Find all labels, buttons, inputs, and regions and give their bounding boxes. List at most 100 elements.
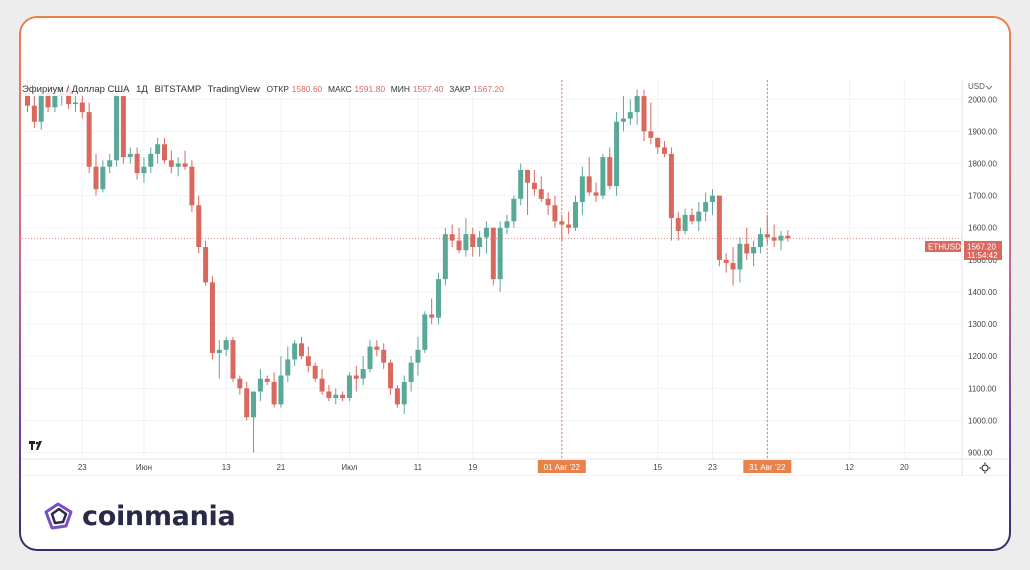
date-marker-badge [743, 460, 792, 473]
candle-body [251, 391, 257, 418]
candle-body [477, 237, 483, 248]
candle-body [415, 349, 421, 363]
currency-dropdown-icon[interactable] [985, 85, 993, 90]
y-tick-label: 1800.00 [968, 160, 997, 169]
candle [312, 362, 318, 382]
candle-body [703, 202, 709, 212]
candle [504, 214, 510, 235]
candle-body [388, 362, 394, 389]
candle-body [175, 163, 181, 167]
candle-body [634, 96, 640, 113]
candle [237, 375, 243, 395]
tradingview-logo[interactable] [29, 441, 42, 450]
price-chart[interactable]: USD 900.00 1000.00 1100.00 1200.00 1300.00 14… [22, 76, 1008, 477]
candle [470, 227, 476, 257]
candle [689, 208, 695, 225]
candle-body [401, 381, 407, 405]
candle [360, 356, 366, 386]
candle-body [689, 214, 695, 222]
x-tick-label: Июл [341, 463, 358, 472]
y-tick-label: 1700.00 [968, 192, 997, 201]
candle [620, 96, 626, 132]
y-tick-label: 1600.00 [968, 224, 997, 233]
candle-body [394, 388, 400, 405]
y-tick-label: 1900.00 [968, 127, 997, 136]
candle [511, 195, 517, 228]
candle-body [326, 391, 332, 398]
candle-body [25, 92, 30, 106]
candle [271, 372, 277, 408]
candle [607, 147, 613, 190]
candle [682, 208, 688, 235]
candle-body [600, 157, 606, 196]
candle-body [614, 121, 620, 186]
candle-body [340, 394, 346, 398]
candle-body [620, 118, 626, 122]
candle-body [579, 176, 585, 203]
candles [25, 76, 791, 453]
candle [785, 230, 791, 242]
candle [223, 336, 229, 357]
date-markers [561, 80, 768, 459]
candle-body [538, 189, 544, 199]
svg-text:Эфириум / Доллар США 1: Эфириум / Доллар США 1Д BITSTAMP Trading… [22, 84, 504, 95]
candle [764, 214, 770, 244]
candle [436, 272, 441, 325]
candle-body [456, 240, 462, 251]
chart-svg[interactable]: USD 900.00 1000.00 1100.00 1200.00 1300.00 14… [22, 76, 1008, 477]
candle [497, 221, 503, 292]
date-marker-badge [537, 460, 586, 473]
settings-gear-icon[interactable] [979, 462, 991, 474]
interval-label: 1Д [136, 84, 148, 95]
candle [675, 211, 681, 241]
candle-body [737, 243, 743, 270]
candle [490, 227, 496, 286]
candle [552, 195, 558, 228]
candle [559, 214, 565, 241]
candle-body [436, 279, 441, 318]
candle-body [264, 378, 270, 382]
candle [346, 372, 352, 402]
candle-body [675, 218, 681, 231]
y-tick-label: 1000.00 [968, 416, 997, 425]
candle-body [696, 211, 702, 222]
candle-body [271, 381, 277, 405]
candle-body [449, 234, 455, 241]
candle-body [333, 394, 339, 398]
candle [586, 157, 592, 196]
x-tick-label: 11 [414, 463, 423, 472]
candle [655, 137, 661, 154]
price-axis[interactable]: USD 900.00 1000.00 1100.00 1200.00 1300.00 14… [961, 80, 997, 476]
candle-body [778, 235, 784, 241]
candle-body [367, 346, 373, 370]
candle [100, 160, 106, 193]
candle [319, 369, 325, 395]
candle-body [785, 235, 791, 239]
candle [662, 141, 668, 158]
candle [257, 369, 263, 402]
candle-body [483, 227, 489, 238]
candle [353, 365, 359, 392]
x-tick-label: 31 Авг '22 [749, 463, 786, 472]
x-tick-label: 21 [276, 463, 285, 472]
x-tick-label: 23 [78, 463, 87, 472]
currency-label[interactable]: USD [968, 82, 985, 91]
candle [326, 385, 332, 402]
candle-body [244, 388, 250, 418]
candle-body [408, 362, 414, 382]
brand-name: coinmania [82, 500, 236, 532]
candle-body [86, 112, 92, 167]
candle-body [292, 343, 298, 360]
candle-body [531, 182, 537, 190]
candle-body [716, 195, 722, 260]
ohlc-value-high: 1591.80 [354, 84, 385, 94]
candle [196, 195, 202, 254]
candle-body [216, 349, 222, 354]
time-axis[interactable]: 23 Июн 13 21 Июл 11 19 01 Авг '22 15 23 31 Авг '22… [22, 458, 1008, 477]
x-tick-label: 01 Авг '22 [544, 463, 581, 472]
candle [566, 211, 572, 235]
candle-body [730, 263, 736, 270]
candle [134, 147, 140, 180]
candle [477, 230, 483, 257]
x-tick-label: 19 [468, 463, 477, 472]
